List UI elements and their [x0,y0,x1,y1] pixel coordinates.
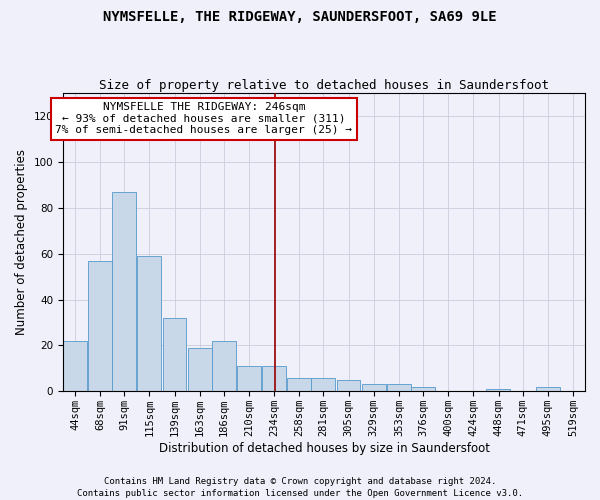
Bar [237,366,261,392]
X-axis label: Distribution of detached houses by size in Saundersfoot: Distribution of detached houses by size … [158,442,490,455]
Bar [63,341,87,392]
Bar [411,386,435,392]
Bar [387,384,410,392]
Bar [536,386,560,392]
Bar [311,378,335,392]
Bar [212,341,236,392]
Bar [163,318,187,392]
Bar [262,366,286,392]
Bar [487,389,510,392]
Bar [337,380,361,392]
Bar [362,384,386,392]
Bar [287,378,311,392]
Text: NYMSFELLE THE RIDGEWAY: 246sqm
← 93% of detached houses are smaller (311)
7% of : NYMSFELLE THE RIDGEWAY: 246sqm ← 93% of … [55,102,352,136]
Bar [112,192,136,392]
Bar [188,348,212,392]
Text: NYMSFELLE, THE RIDGEWAY, SAUNDERSFOOT, SA69 9LE: NYMSFELLE, THE RIDGEWAY, SAUNDERSFOOT, S… [103,10,497,24]
Bar [88,260,112,392]
Title: Size of property relative to detached houses in Saundersfoot: Size of property relative to detached ho… [99,79,549,92]
Y-axis label: Number of detached properties: Number of detached properties [15,149,28,335]
Bar [137,256,161,392]
Text: Contains HM Land Registry data © Crown copyright and database right 2024.
Contai: Contains HM Land Registry data © Crown c… [77,476,523,498]
